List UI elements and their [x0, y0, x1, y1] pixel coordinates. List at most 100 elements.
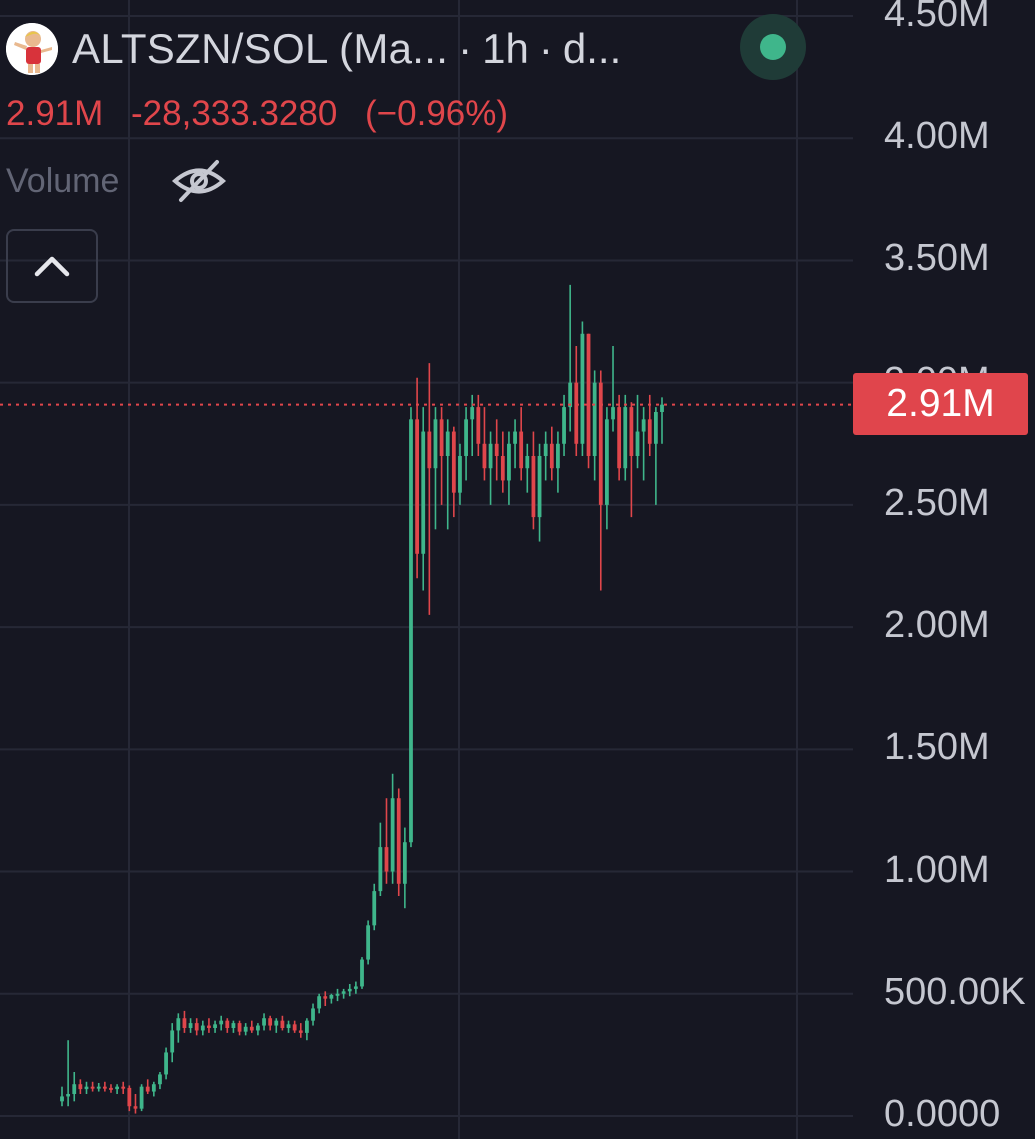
candle [170, 1023, 175, 1063]
candle-body [243, 1026, 248, 1032]
candle-body [225, 1020, 230, 1028]
candle-body [360, 959, 364, 987]
candle-body [623, 407, 628, 469]
candle-body [121, 1086, 126, 1089]
price-axis-tick-label: 4.50M [884, 0, 990, 35]
candle [213, 1020, 217, 1033]
candle-body [280, 1020, 285, 1028]
candle [176, 1013, 181, 1043]
candle [592, 370, 597, 481]
candle-body [329, 995, 334, 999]
candle-body [262, 1018, 266, 1026]
candle-body [427, 431, 432, 469]
candle [568, 284, 573, 432]
candle [109, 1084, 113, 1093]
candle-body [605, 419, 609, 505]
header-separator: · [538, 25, 553, 72]
candle-body [507, 443, 511, 481]
candle [372, 883, 377, 931]
candle-body [170, 1030, 175, 1053]
last-price-value: 2.91M [6, 94, 104, 133]
candle [409, 407, 413, 848]
candle [421, 407, 426, 591]
candle [78, 1079, 83, 1094]
candle [305, 1018, 309, 1041]
candle-body [586, 333, 591, 456]
candle-body [78, 1084, 83, 1090]
price-axis-tick-label: 4.00M [884, 115, 990, 158]
candle [219, 1015, 224, 1031]
candle [482, 407, 487, 481]
candle-body [139, 1086, 144, 1109]
candle [653, 407, 658, 505]
candle-body [445, 431, 450, 456]
candle-body [647, 419, 652, 444]
candle [384, 798, 389, 884]
candle-body [207, 1025, 211, 1028]
candle [243, 1023, 248, 1036]
candle-body [482, 443, 487, 469]
candle [256, 1023, 260, 1036]
candle-body [525, 456, 530, 469]
candle-body [188, 1023, 193, 1028]
candle [280, 1015, 285, 1031]
price-axis-tick-label: 1.00M [884, 848, 990, 891]
volume-indicator-row[interactable]: Volume [6, 158, 227, 204]
candle [90, 1081, 95, 1092]
candle [268, 1015, 273, 1031]
candle-body [439, 419, 444, 456]
candle-body [317, 996, 322, 1009]
price-axis-tick-label: 0.0000 [884, 1093, 1001, 1135]
candle-body [256, 1025, 260, 1031]
candle-body [66, 1094, 71, 1097]
candle [549, 426, 554, 481]
candle-body [341, 991, 346, 994]
candle [617, 394, 622, 481]
candle-body [311, 1008, 315, 1021]
candle-body [84, 1086, 89, 1090]
candle [188, 1018, 193, 1033]
candle [488, 431, 493, 505]
price-axis-tick-label: 500.00K [884, 970, 1026, 1013]
candle-body [464, 419, 468, 456]
candle-body [458, 456, 462, 493]
candle-body [347, 988, 352, 992]
market-status[interactable] [740, 14, 806, 80]
price-axis[interactable]: 4.50M4.00M3.50M3.00M2.50M2.00M1.50M1.00M… [856, 0, 1035, 1139]
exchange-label[interactable]: d... [562, 25, 622, 72]
symbol-name[interactable]: ALTSZN/SOL (Ma... [72, 25, 449, 72]
candle [207, 1018, 211, 1033]
candle [274, 1018, 279, 1033]
candle-body [470, 407, 475, 420]
candle [341, 988, 346, 999]
candle [580, 321, 585, 456]
price-change-percent: (−0.96%) [365, 94, 509, 133]
candle [458, 443, 462, 505]
candle-body [396, 798, 401, 884]
candle [598, 370, 603, 591]
candle [433, 407, 438, 530]
candle-body [641, 419, 646, 432]
candle [225, 1018, 230, 1033]
candle [158, 1072, 162, 1090]
candle-body [592, 382, 597, 456]
candle-body [60, 1096, 64, 1102]
candle-body [531, 456, 536, 518]
collapse-indicators-button[interactable] [6, 229, 98, 303]
candle-body [611, 407, 615, 420]
eye-off-icon[interactable] [171, 158, 227, 204]
candle-body [574, 382, 579, 444]
market-open-dot-icon [760, 34, 786, 60]
candle-body [164, 1052, 168, 1075]
interval-label[interactable]: 1h [482, 25, 529, 72]
candle-body [335, 993, 340, 996]
candle-body [237, 1023, 242, 1032]
candle-body [378, 847, 383, 892]
candle-body [353, 986, 358, 989]
price-change-value: -28,333.3280 [131, 94, 338, 133]
symbol-row[interactable]: ALTSZN/SOL (Ma... · 1h · d... [6, 20, 621, 78]
candle-body [182, 1018, 187, 1028]
last-price-badge-label: 2.91M [886, 382, 995, 425]
candle [611, 346, 615, 432]
